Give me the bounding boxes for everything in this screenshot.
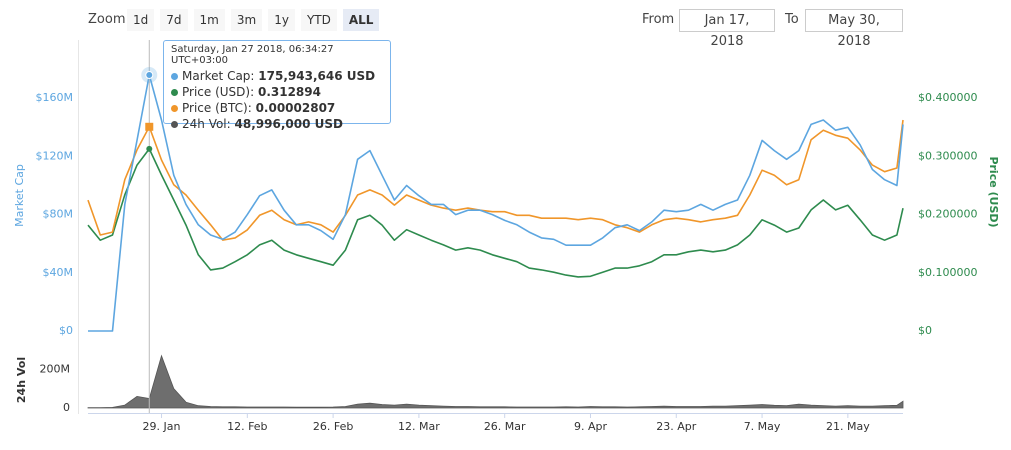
y2-axis-title: Price (USD) xyxy=(987,156,1000,227)
vol-tick-label: 0 xyxy=(63,401,70,414)
hover-marker xyxy=(146,145,153,152)
x-tick-label: 21. May xyxy=(826,420,870,433)
x-tick-label: 23. Apr xyxy=(656,420,696,433)
y-tick-label: $0 xyxy=(59,324,73,337)
to-label: To xyxy=(785,12,799,27)
tooltip-label: Market Cap: xyxy=(182,69,255,83)
y-tick-label: $80M xyxy=(43,208,74,221)
line-series xyxy=(88,74,904,332)
y-tick-label: $120M xyxy=(36,149,74,162)
x-tick-label: 29. Jan xyxy=(143,420,181,433)
zoom-button[interactable]: 1y xyxy=(268,9,295,31)
from-input[interactable]: Jan 17, 2018 xyxy=(679,9,775,49)
line-series xyxy=(87,119,904,241)
zoom-button[interactable]: ALL xyxy=(342,9,380,31)
from-label: From xyxy=(642,12,675,27)
tooltip-date: Saturday, Jan 27 2018, 06:34:27 UTC+03:0… xyxy=(171,44,334,66)
tooltip-label: 24h Vol: xyxy=(182,117,231,131)
tooltip-label: Price (BTC): xyxy=(182,101,252,115)
tooltip-value: 48,996,000 USD xyxy=(234,117,343,131)
tooltip-value: 175,943,646 USD xyxy=(258,69,376,83)
tooltip-row: Price (USD): 0.312894 xyxy=(171,84,383,100)
line-series xyxy=(87,148,904,278)
tooltip-row: Market Cap: 175,943,646 USD xyxy=(171,68,383,84)
tooltip-dot xyxy=(171,89,178,96)
zoom-button[interactable]: YTD xyxy=(300,9,337,31)
tooltip-dot xyxy=(171,73,178,80)
y-tick-label: $160M xyxy=(36,91,74,104)
tooltip-dot xyxy=(171,121,178,128)
hover-marker xyxy=(145,71,154,80)
tooltip-row: Price (BTC): 0.00002807 xyxy=(171,100,383,116)
vol-tick-label: 200M xyxy=(40,362,71,375)
zoom-button[interactable]: 1m xyxy=(193,9,225,31)
tooltip-row: 24h Vol: 48,996,000 USD xyxy=(171,116,383,132)
x-tick-label: 12. Feb xyxy=(227,420,267,433)
y2-tick-label: $0.200000 xyxy=(918,208,978,221)
x-tick-label: 26. Mar xyxy=(484,420,526,433)
y2-tick-label: $0.300000 xyxy=(918,149,978,162)
y2-tick-label: $0.100000 xyxy=(918,266,978,279)
y-axis-title: Market Cap xyxy=(13,164,26,227)
zoom-button[interactable]: 7d xyxy=(160,9,188,31)
tooltip: Saturday, Jan 27 2018, 06:34:27 UTC+03:0… xyxy=(163,40,391,131)
x-tick-label: 12. Mar xyxy=(398,420,440,433)
to-input[interactable]: May 30, 2018 xyxy=(805,9,903,49)
zoom-button[interactable]: 1d xyxy=(127,9,155,31)
y-tick-label: $40M xyxy=(43,266,74,279)
y2-tick-label: $0 xyxy=(918,324,932,337)
zoom-button[interactable]: 3m xyxy=(230,9,263,31)
zoom-label: Zoom xyxy=(88,12,126,27)
y2-tick-label: $0.400000 xyxy=(918,91,978,104)
volume-area xyxy=(87,354,904,409)
hover-marker xyxy=(145,122,154,131)
vol-axis-title: 24h Vol xyxy=(15,357,28,403)
x-tick-label: 9. Apr xyxy=(574,420,607,433)
x-tick-label: 7. May xyxy=(744,420,781,433)
x-tick-label: 26. Feb xyxy=(313,420,353,433)
tooltip-dot xyxy=(171,105,178,112)
tooltip-value: 0.00002807 xyxy=(255,101,336,115)
tooltip-value: 0.312894 xyxy=(257,85,321,99)
tooltip-label: Price (USD): xyxy=(182,85,255,99)
